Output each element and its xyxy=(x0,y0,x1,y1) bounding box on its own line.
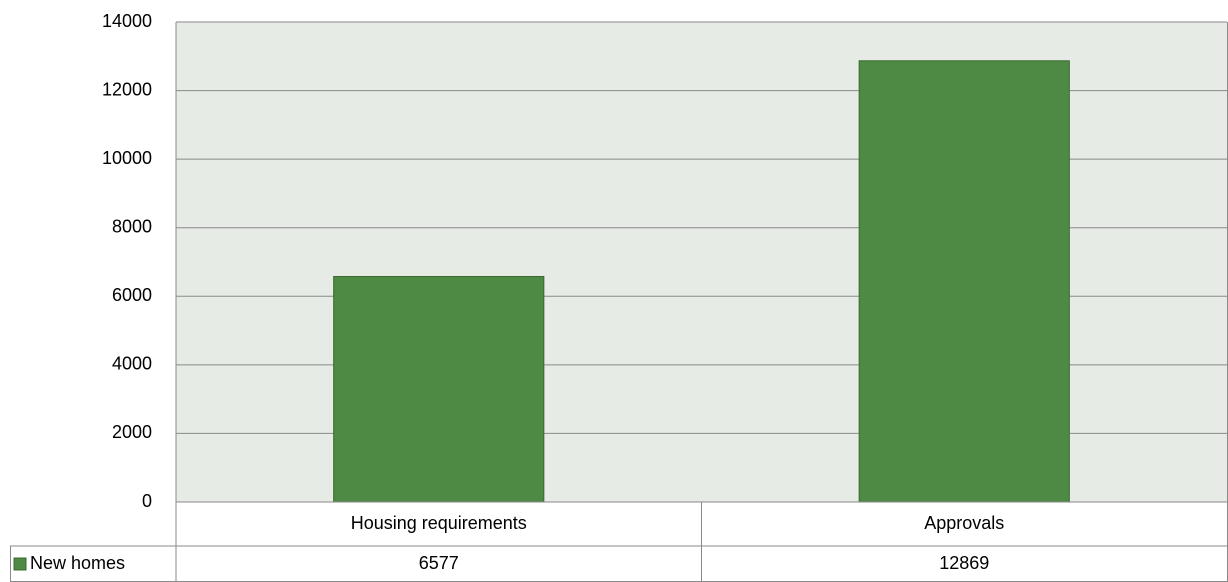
y-tick-label: 12000 xyxy=(102,79,152,99)
bar xyxy=(333,276,545,503)
y-tick-label: 4000 xyxy=(112,354,152,374)
legend-key xyxy=(13,557,27,571)
y-tick-label: 6000 xyxy=(112,285,152,305)
data-table-value: 6577 xyxy=(419,553,459,573)
legend-label: New homes xyxy=(30,553,125,573)
x-tick-label: Housing requirements xyxy=(351,513,527,533)
y-tick-label: 2000 xyxy=(112,422,152,442)
y-tick-label: 14000 xyxy=(102,11,152,31)
bar xyxy=(858,60,1070,503)
y-tick-label: 8000 xyxy=(112,216,152,236)
y-tick-label: 0 xyxy=(142,491,152,511)
x-tick-label: Approvals xyxy=(924,513,1004,533)
y-tick-label: 10000 xyxy=(102,148,152,168)
data-table-value: 12869 xyxy=(939,553,989,573)
